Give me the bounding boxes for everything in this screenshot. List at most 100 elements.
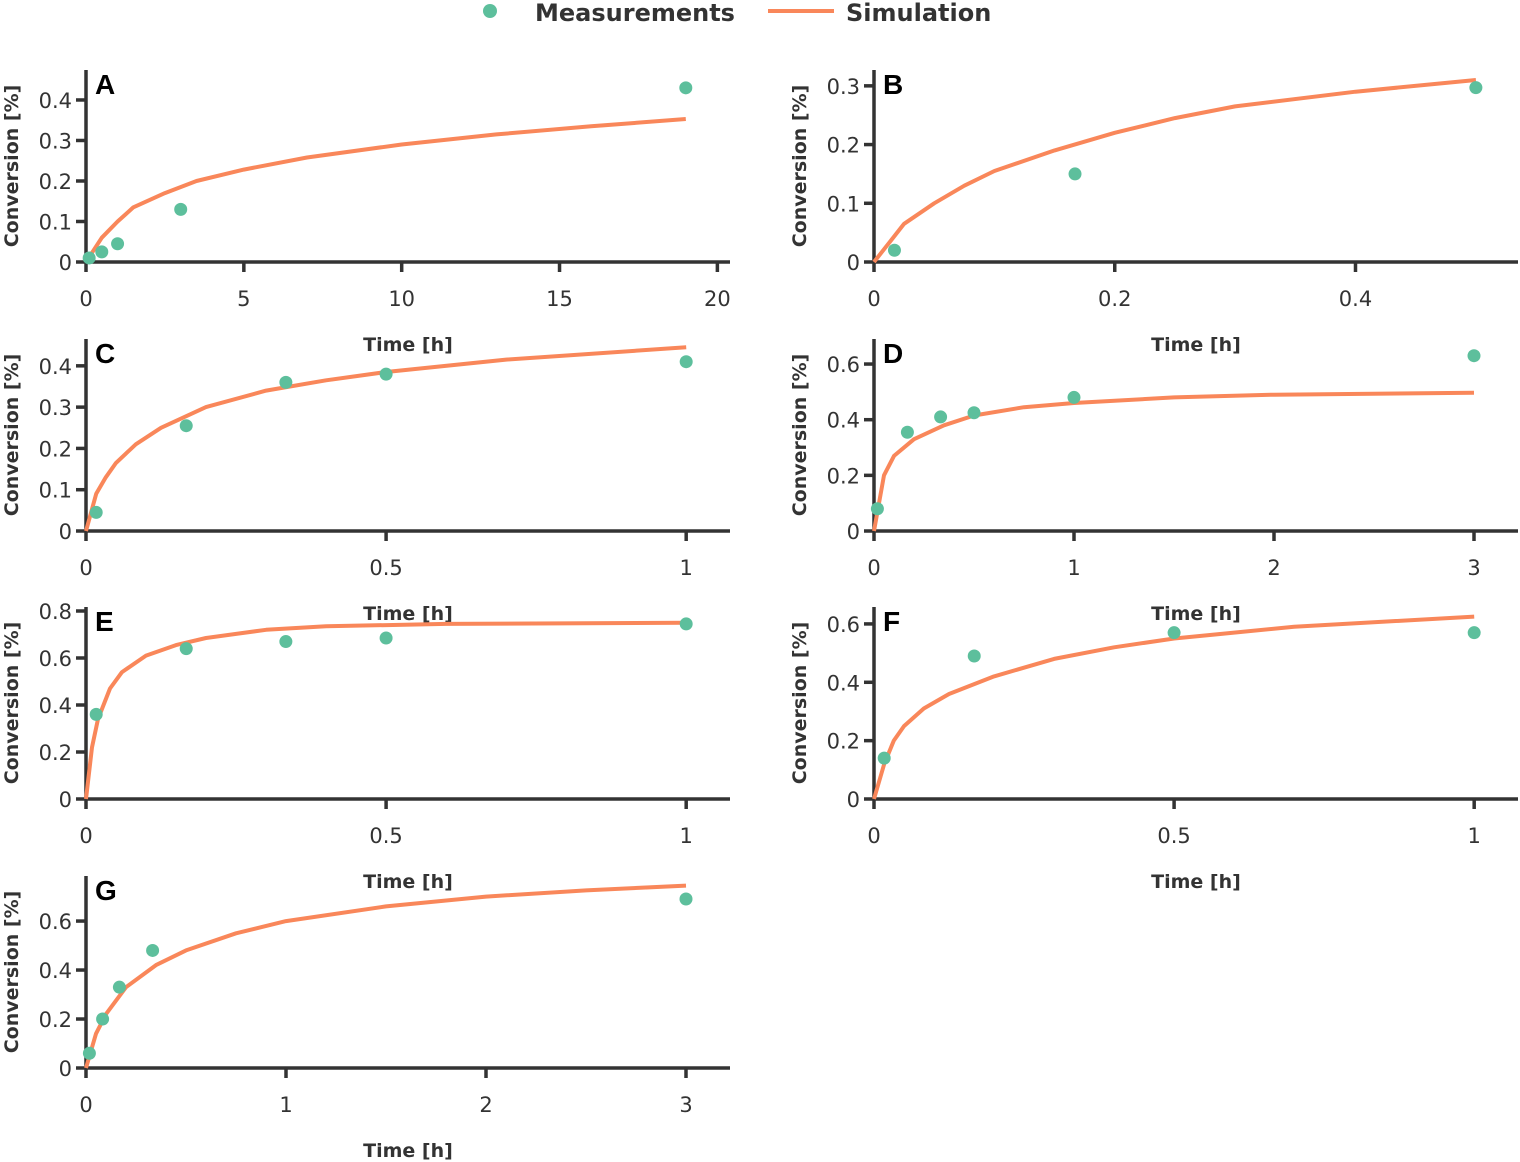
- measurement-point: [174, 202, 188, 216]
- y-tick-label: 0: [59, 1057, 72, 1081]
- y-tick-label: 0.2: [39, 437, 72, 461]
- y-axis-label: Conversion [%]: [789, 354, 811, 517]
- y-tick-label: 0: [59, 788, 72, 812]
- x-tick-label: 0.5: [1157, 824, 1190, 848]
- x-tick-label: 1: [279, 1093, 292, 1117]
- legend: Measurements Simulation: [483, 0, 991, 27]
- y-tick-label: 0.4: [39, 959, 72, 983]
- x-tick-label: 0: [79, 824, 92, 848]
- measurement-point: [179, 642, 193, 656]
- x-tick-label: 0: [867, 556, 880, 580]
- x-tick-label: 10: [388, 287, 415, 311]
- y-tick-label: 0.2: [39, 741, 72, 765]
- legend-measurements-label: Measurements: [535, 0, 735, 27]
- measurement-point: [870, 502, 884, 516]
- measurement-point: [89, 707, 103, 721]
- y-tick-label: 0.3: [39, 396, 72, 420]
- panel-letter: F: [883, 606, 900, 637]
- simulation-line: [84, 883, 687, 1069]
- x-tick-label: 20: [704, 287, 731, 311]
- measurement-point: [89, 505, 103, 519]
- panel-letter: E: [95, 606, 114, 637]
- panel-letter: G: [95, 875, 117, 906]
- x-tick-label: 3: [1467, 556, 1480, 580]
- y-tick-label: 0.2: [39, 1008, 72, 1032]
- simulation-line: [84, 345, 687, 532]
- y-tick-label: 0: [847, 520, 860, 544]
- measurement-point: [379, 367, 393, 381]
- measurement-point: [82, 251, 96, 265]
- x-tick-label: 1: [1467, 824, 1480, 848]
- measurement-point: [279, 375, 293, 389]
- measurement-point: [1167, 626, 1181, 640]
- x-axis-label: Time [h]: [363, 1140, 453, 1162]
- x-tick-label: 0: [79, 287, 92, 311]
- simulation-line: [872, 614, 1475, 800]
- x-tick-label: 0: [79, 1093, 92, 1117]
- y-tick-label: 0.6: [39, 647, 72, 671]
- y-axis-label: Conversion [%]: [1, 622, 23, 785]
- x-tick-label: 0.4: [1339, 287, 1372, 311]
- measurement-point: [146, 943, 160, 957]
- x-axis-label: Time [h]: [1151, 334, 1241, 356]
- x-tick-label: 1: [1067, 556, 1080, 580]
- x-tick-label: 15: [546, 287, 573, 311]
- simulation-line: [84, 620, 687, 800]
- measurement-point: [82, 1046, 96, 1060]
- y-tick-label: 0: [59, 251, 72, 275]
- y-axis-label: Conversion [%]: [1, 891, 23, 1054]
- y-axis-label: Conversion [%]: [1, 354, 23, 517]
- panel-letter: C: [95, 338, 115, 369]
- x-axis-label: Time [h]: [1151, 603, 1241, 625]
- measurement-point: [95, 245, 109, 259]
- measurement-point: [887, 243, 901, 257]
- y-axis-label: Conversion [%]: [1, 85, 23, 248]
- y-tick-label: 0: [59, 520, 72, 544]
- y-tick-label: 0.4: [39, 694, 72, 718]
- x-tick-label: 0: [867, 287, 880, 311]
- y-tick-label: 0.2: [827, 134, 860, 158]
- y-tick-label: 0.4: [827, 409, 860, 433]
- measurement-point: [967, 649, 981, 663]
- x-tick-label: 0: [867, 824, 880, 848]
- x-axis-label: Time [h]: [1151, 871, 1241, 893]
- y-tick-label: 0.1: [39, 479, 72, 503]
- measurement-point: [112, 980, 126, 994]
- y-tick-label: 0.6: [827, 613, 860, 637]
- panel-F: 0 0.5 1 0 0.2 0.4 0.6 Time [h] Conversion [%] F: [789, 606, 1518, 893]
- panel-E: 0 0.5 1 0 0.2 0.4 0.6 0.8 Time [h] Conversion [%]…: [1, 600, 730, 893]
- measurement-point: [877, 751, 891, 765]
- x-tick-label: 1: [679, 556, 692, 580]
- y-tick-label: 0: [847, 251, 860, 275]
- y-tick-label: 0.8: [39, 600, 72, 624]
- measurement-point: [179, 419, 193, 433]
- measurement-point: [1467, 626, 1481, 640]
- measurement-point: [679, 892, 693, 906]
- panel-D: 0 1 2 3 0 0.2 0.4 0.6 Time [h] Conversion [%] D: [789, 338, 1518, 625]
- y-tick-label: 0.6: [39, 910, 72, 934]
- y-tick-label: 0.1: [827, 192, 860, 216]
- measurement-point: [96, 1012, 110, 1026]
- measurement-point: [679, 81, 693, 95]
- x-tick-label: 0: [79, 556, 92, 580]
- x-tick-label: 3: [679, 1093, 692, 1117]
- x-tick-label: 5: [237, 287, 250, 311]
- y-axis-label: Conversion [%]: [789, 85, 811, 248]
- simulation-line: [872, 390, 1475, 532]
- y-tick-label: 0.6: [827, 353, 860, 377]
- legend-measurements-marker: [483, 4, 497, 18]
- panel-letter: A: [95, 69, 115, 100]
- panel-G: 0 1 2 3 0 0.2 0.4 0.6 Time [h] Conversion [%] G: [1, 875, 730, 1162]
- x-tick-label: 2: [1267, 556, 1280, 580]
- y-tick-label: 0: [847, 788, 860, 812]
- x-axis-label: Time [h]: [363, 334, 453, 356]
- panel-letter: B: [883, 69, 903, 100]
- x-tick-label: 1: [679, 824, 692, 848]
- measurement-point: [1067, 390, 1081, 404]
- y-tick-label: 0.3: [39, 129, 72, 153]
- y-tick-label: 0.4: [39, 355, 72, 379]
- y-tick-label: 0.2: [39, 170, 72, 194]
- measurement-point: [279, 635, 293, 649]
- x-axis-label: Time [h]: [363, 603, 453, 625]
